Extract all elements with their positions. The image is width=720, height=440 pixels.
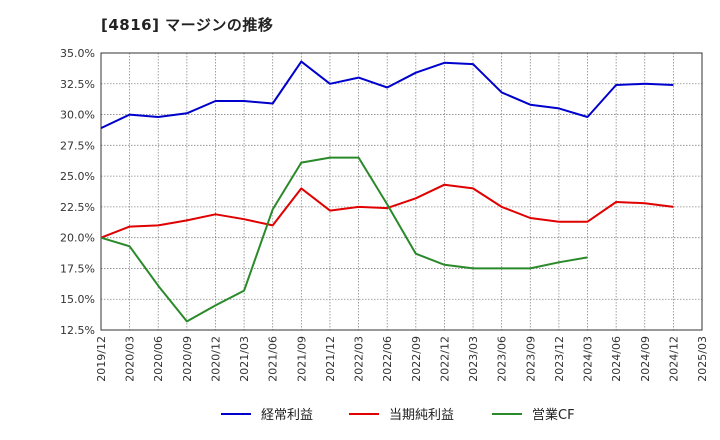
x-tick-label: 2020/03 xyxy=(124,336,137,382)
y-tick-label: 25.0% xyxy=(60,170,95,183)
y-tick-label: 20.0% xyxy=(60,232,95,245)
legend-label: 営業CF xyxy=(532,407,575,423)
x-tick-label: 2021/09 xyxy=(295,336,308,382)
x-tick-label: 2019/12 xyxy=(95,336,108,382)
x-tick-label: 2023/06 xyxy=(496,336,509,382)
series-2-line xyxy=(100,183,674,239)
x-tick-label: 2020/12 xyxy=(209,336,222,382)
y-tick-label: 22.5% xyxy=(60,201,95,214)
x-tick-label: 2024/09 xyxy=(639,336,652,382)
x-tick-label: 2023/12 xyxy=(553,336,566,382)
x-tick-label: 2021/12 xyxy=(324,336,337,382)
x-tick-label: 2024/12 xyxy=(667,336,680,382)
y-tick-label: 27.5% xyxy=(60,139,95,152)
series-1-line xyxy=(100,60,674,130)
legend-label: 当期純利益 xyxy=(389,408,454,423)
y-axis-tick-labels: 12.5% 15.0% 17.5% 20.0% 22.5% 25.0% 27.5% 30.0%… xyxy=(60,47,95,337)
plot-frame xyxy=(100,52,703,331)
y-tick-label: 30.0% xyxy=(60,109,95,122)
x-tick-label: 2021/06 xyxy=(267,336,280,382)
x-tick-label: 2025/03 xyxy=(696,336,709,382)
x-tick-label: 2024/06 xyxy=(610,336,623,382)
y-tick-label: 32.5% xyxy=(60,78,95,91)
series-lines xyxy=(100,60,674,323)
y-tick-label: 35.0% xyxy=(60,47,95,60)
x-tick-label: 2024/03 xyxy=(582,336,595,382)
x-tick-label: 2022/12 xyxy=(438,336,451,382)
x-tick-label: 2022/09 xyxy=(410,336,423,382)
y-tick-label: 15.0% xyxy=(60,293,95,306)
chart-title: [4816] マージンの推移 xyxy=(101,16,274,34)
y-tick-label: 17.5% xyxy=(60,262,95,275)
x-axis-tick-labels: 2019/12 2020/03 2020/06 2020/09 2020/12 2021/… xyxy=(95,336,709,382)
x-tick-label: 2022/06 xyxy=(381,336,394,382)
x-tick-label: 2020/09 xyxy=(181,336,194,382)
x-tick-label: 2023/03 xyxy=(467,336,480,382)
y-tick-label: 12.5% xyxy=(60,324,95,337)
x-tick-label: 2021/03 xyxy=(238,336,251,382)
grid-lines xyxy=(101,53,702,330)
series-3-line xyxy=(100,156,588,323)
legend: 経常利益 当期純利益 営業CF xyxy=(221,407,575,423)
x-tick-label: 2023/09 xyxy=(524,336,537,382)
x-tick-label: 2022/03 xyxy=(353,336,366,382)
legend-label: 経常利益 xyxy=(261,408,313,423)
plot-background xyxy=(101,53,702,330)
x-tick-label: 2020/06 xyxy=(152,336,165,382)
